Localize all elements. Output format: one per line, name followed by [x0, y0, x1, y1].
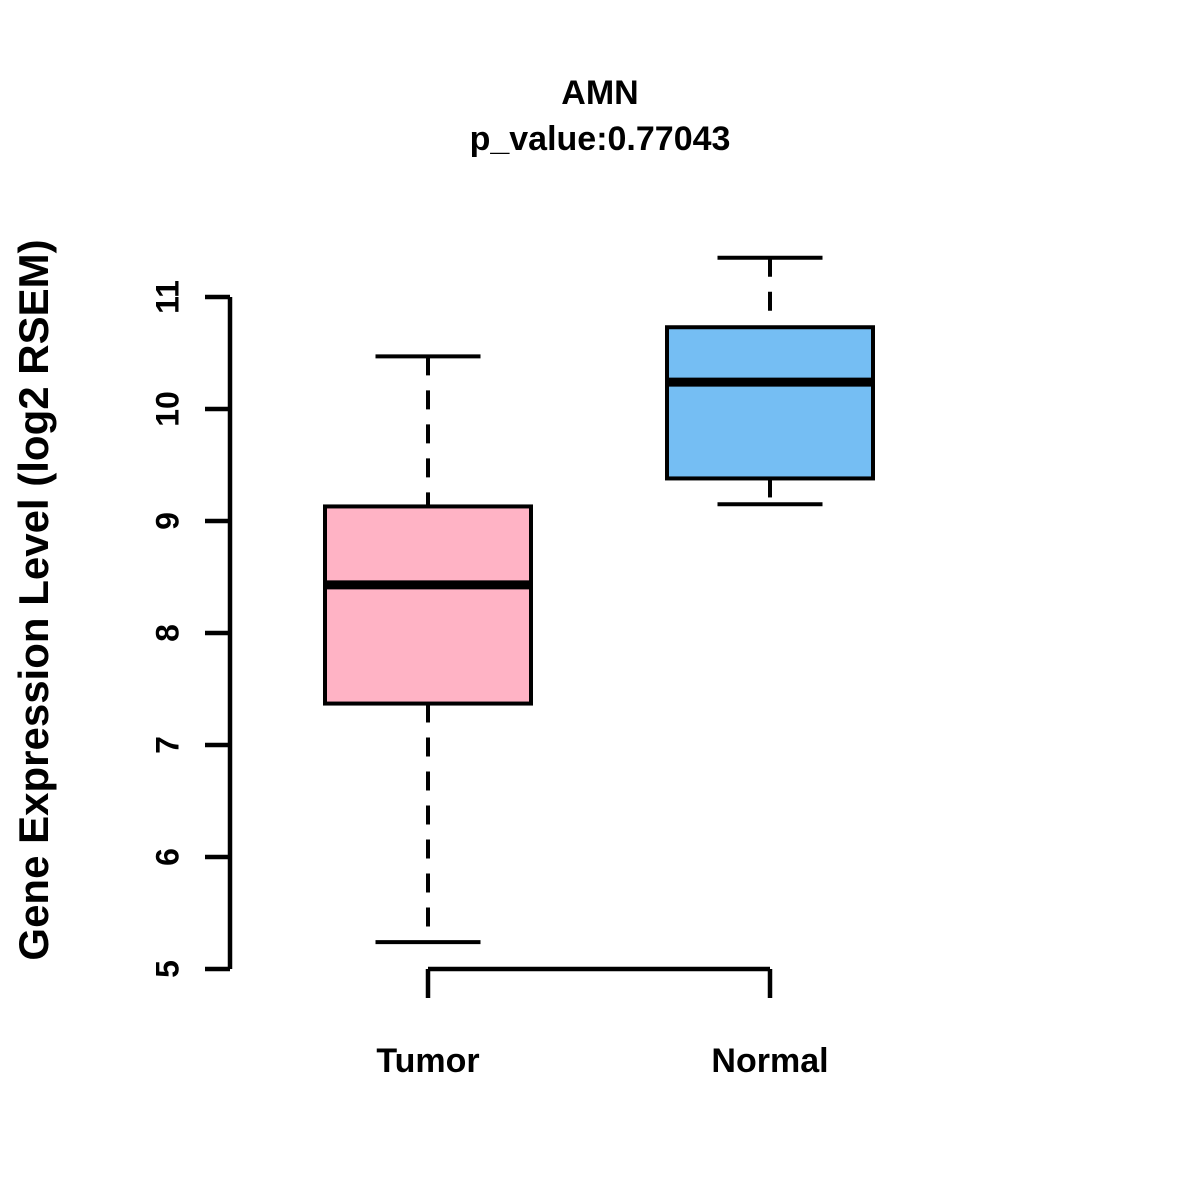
y-axis: 5 6 7 8 9 10 11: [149, 280, 233, 978]
box-and-whisker-normal: [665, 255, 875, 507]
x-tick-label: Normal: [711, 1042, 828, 1080]
iqr-box: [323, 504, 533, 706]
y-tick-label: 10: [149, 391, 185, 427]
y-tick-label: 7: [149, 736, 185, 754]
y-tick-label: 6: [149, 848, 185, 866]
y-tick-label: 9: [149, 512, 185, 530]
y-tick-label: 8: [149, 624, 185, 642]
chart-subtitle: p_value:0.77043: [469, 120, 731, 158]
box-and-whisker-tumor: [323, 354, 533, 945]
y-tick-label: 11: [149, 280, 185, 314]
iqr-box: [665, 325, 875, 481]
chart-title: AMN: [561, 74, 639, 112]
x-tick-label: Tumor: [376, 1042, 479, 1080]
x-axis: Tumor Normal: [376, 966, 829, 1080]
y-tick-label: 5: [149, 960, 185, 978]
